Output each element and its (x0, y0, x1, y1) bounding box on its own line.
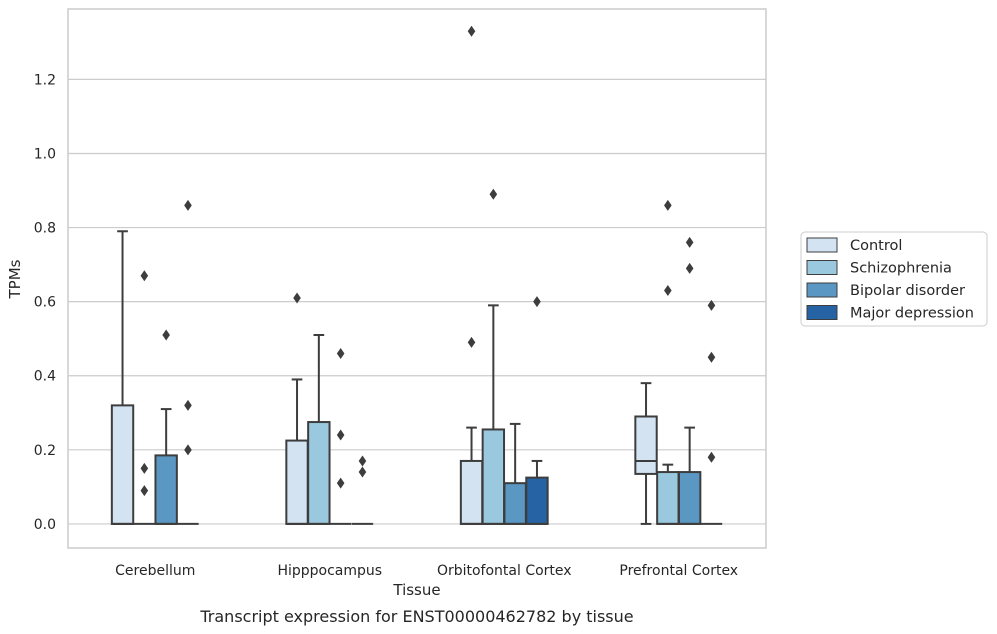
x-tick-label: Cerebellum (115, 563, 195, 579)
outlier-point (685, 236, 694, 248)
box-body (525, 476, 549, 525)
box-major-depression (177, 199, 199, 525)
outlier-point (140, 462, 149, 474)
legend-swatch (806, 260, 838, 275)
outlier-point (467, 25, 476, 37)
box-body (503, 482, 527, 525)
y-tick-label: 0.2 (34, 443, 56, 459)
y-tick-label: 1.0 (34, 146, 56, 162)
legend-frame (800, 231, 988, 327)
box-control (285, 292, 309, 525)
legend-swatch (806, 282, 838, 298)
x-tick-label: Hipppocampus (277, 563, 382, 579)
x-tick-label: Orbitofontal Cortex (437, 563, 572, 579)
box-schizophrenia (481, 188, 506, 525)
y-tick-label: 0.4 (34, 369, 56, 385)
y-tick-label: 0.8 (34, 221, 56, 237)
box-bipolar-disorder (503, 422, 527, 525)
box-body (634, 415, 658, 475)
outlier-point (358, 455, 367, 467)
outlier-point (467, 336, 476, 348)
outlier-point (533, 296, 541, 308)
plot-area-frame (67, 8, 767, 549)
outlier-point (707, 451, 716, 463)
box-body (307, 421, 331, 525)
outlier-point (707, 299, 716, 311)
box-major-depression (351, 455, 374, 525)
box-body (110, 404, 135, 525)
outlier-point (707, 351, 716, 363)
legend-swatch (806, 237, 838, 253)
box-body (154, 454, 178, 525)
outlier-point (489, 188, 498, 200)
box-body (677, 471, 702, 525)
y-tick-label: 0.6 (34, 295, 56, 311)
box-bipolar-disorder (329, 348, 352, 525)
legend-swatch (806, 305, 838, 320)
outlier-point (140, 270, 149, 282)
box-major-depression (525, 296, 549, 525)
outlier-point (336, 477, 345, 489)
outlier-point (293, 292, 301, 304)
boxes (110, 25, 723, 525)
legend-label: Control (850, 238, 902, 254)
box-body (285, 439, 309, 525)
y-tick-label: 1.2 (34, 72, 56, 88)
legend: Control Schizophrenia Bipolar disorder Majo… (800, 231, 988, 327)
outlier-point (664, 285, 672, 297)
y-axis-ticks: 0.0 0.2 0.4 0.6 0.8 1.0 1.2 (34, 72, 56, 533)
box-schizophrenia (656, 199, 680, 525)
y-tick-label: 0.0 (34, 517, 56, 533)
y-axis-title: TPMs (6, 259, 24, 299)
box-bipolar-disorder (154, 329, 178, 525)
box-body (481, 428, 506, 525)
outlier-point (162, 329, 170, 341)
outlier-point (336, 348, 345, 360)
legend-label: Bipolar disorder (850, 283, 965, 299)
box-body (656, 471, 680, 525)
x-tick-label: Prefrontal Cortex (619, 563, 738, 579)
legend-label: Major depression (850, 306, 974, 322)
box-major-depression (700, 299, 723, 525)
box-body (459, 459, 484, 525)
outlier-point (358, 466, 367, 478)
legend-label: Schizophrenia (850, 261, 952, 277)
outlier-point (336, 429, 345, 441)
outlier-point (184, 444, 192, 456)
outlier-point (685, 262, 694, 274)
box-bipolar-disorder (677, 236, 702, 525)
outlier-point (184, 399, 192, 411)
box-schizophrenia (133, 270, 156, 525)
outlier-point (184, 199, 192, 211)
box-schizophrenia (307, 333, 331, 525)
outlier-point (140, 485, 149, 497)
box-control (634, 382, 658, 525)
x-axis-ticks: Cerebellum Hipppocampus Orbitofontal Corte… (115, 563, 738, 579)
chart-caption: Transcript expression for ENST0000046278… (199, 607, 633, 626)
box-control (459, 25, 484, 525)
x-axis-title: Tissue (392, 581, 440, 599)
box-control (110, 230, 135, 525)
outlier-point (664, 199, 672, 211)
